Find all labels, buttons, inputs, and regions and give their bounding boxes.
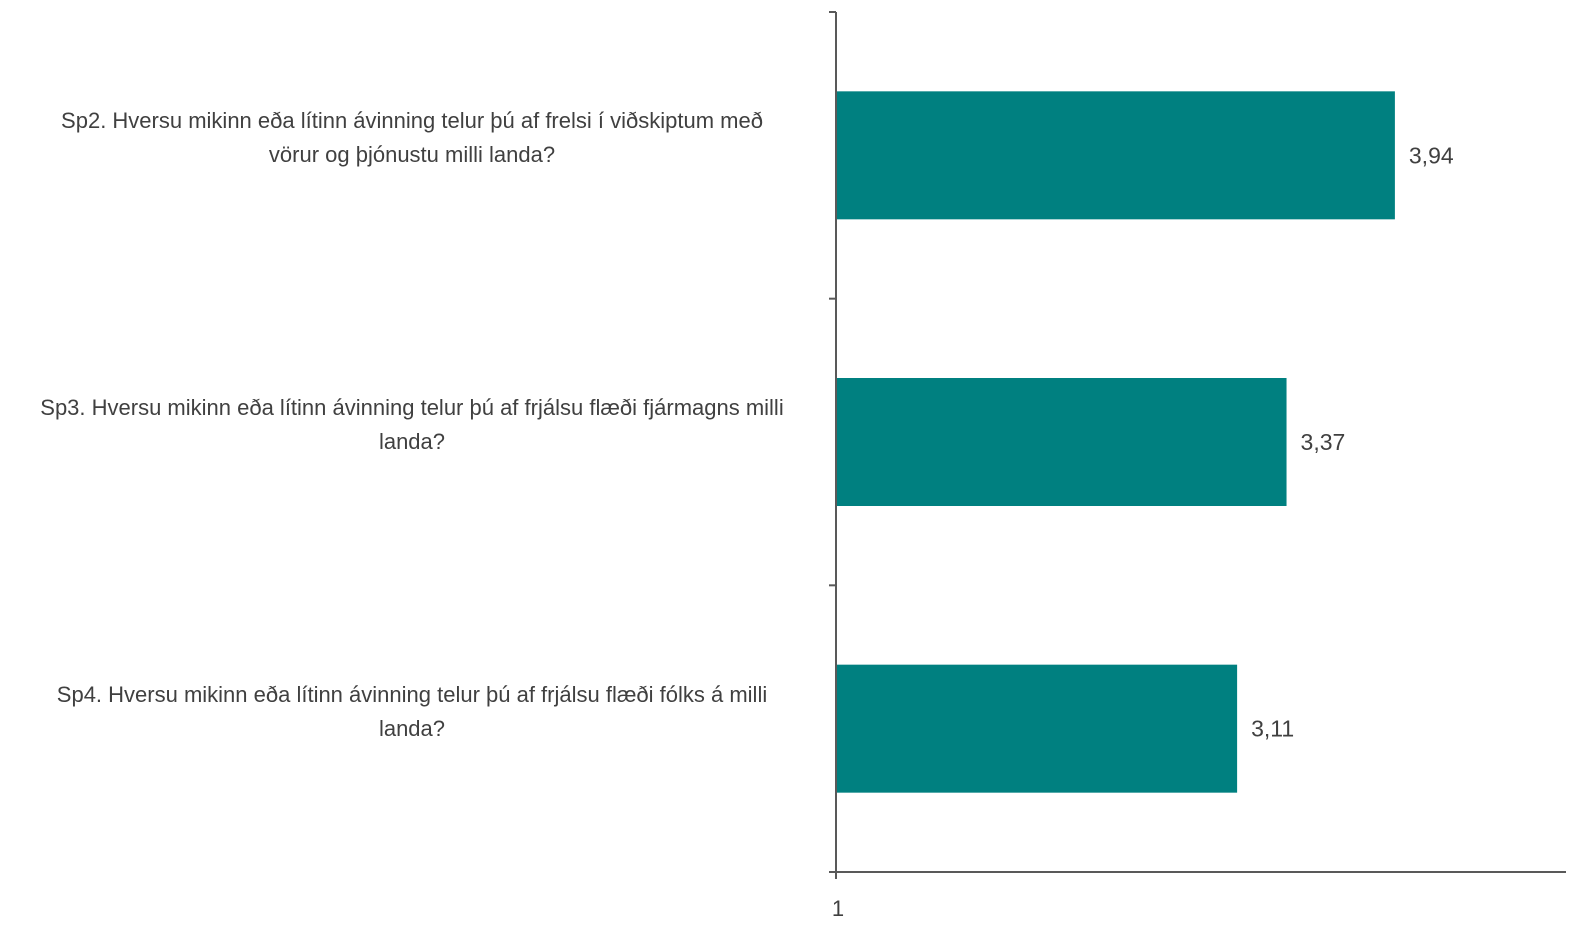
bar <box>836 664 1238 793</box>
category-label-line: Sp2. Hversu mikinn eða lítinn ávinning t… <box>61 108 763 134</box>
category-label-line: landa? <box>378 429 446 454</box>
category-label-line: Sp4. Hversu mikinn eða lítinn ávinning t… <box>56 681 768 707</box>
x-tick-label: 1 <box>832 896 844 921</box>
category-label-line: vörur og þjónustu milli landa? <box>268 142 556 168</box>
value-label: 3,37 <box>1301 429 1346 455</box>
bar <box>836 91 1395 220</box>
category-label-line: Sp3. Hversu mikinn eða lítinn ávinning t… <box>40 395 784 420</box>
category-label: Sp2. Hversu mikinn eða lítinn ávinning t… <box>12 104 812 172</box>
category-label-line: landa? <box>378 715 446 741</box>
bar <box>836 378 1287 506</box>
category-label: Sp4. Hversu mikinn eða lítinn ávinning t… <box>12 678 812 746</box>
category-label: Sp3. Hversu mikinn eða lítinn ávinning t… <box>12 391 812 459</box>
value-label: 3,94 <box>1409 142 1454 168</box>
value-label: 3,11 <box>1251 716 1294 742</box>
